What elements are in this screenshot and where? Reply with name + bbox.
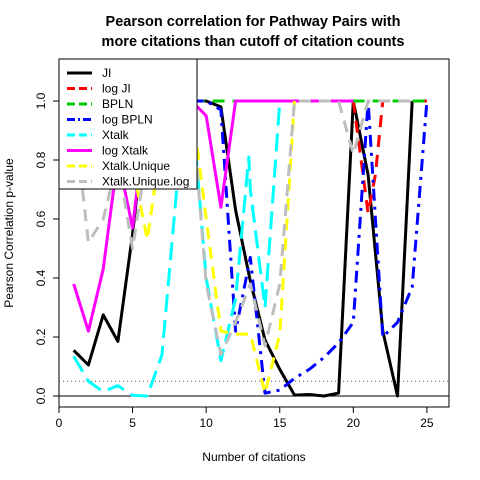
series-line-ji [72,99,414,398]
legend-label: JI [102,66,111,80]
y-axis: 0.0 0.2 0.4 0.6 0.8 1.0 [34,92,59,404]
y-tick-label: 0.6 [34,210,48,227]
y-tick-label: 1.0 [34,92,48,109]
legend-label: log BPLN [102,113,153,127]
x-tick-label: 0 [56,416,63,430]
x-tick-label: 25 [420,416,434,430]
x-tick-label: 15 [273,416,287,430]
series-line-log-bpln [191,99,429,395]
y-axis-label: Pearson Correlation p-value [2,158,16,308]
y-tick-label: 0.0 [34,387,48,404]
plot-frame [58,58,450,408]
legend-label: log Xtalk [102,144,149,158]
x-tick-label: 10 [199,416,213,430]
y-tick-label: 0.8 [34,151,48,168]
reference-lines [59,380,449,397]
chart-title-line-2: more citations than cutoff of citation c… [102,34,405,50]
legend-label: Xtalk.Unique.log [102,175,189,189]
legend-label: Xtalk.Unique [102,159,170,173]
y-tick-label: 0.4 [34,269,48,286]
series-line-xtalk-unique-log [72,99,413,357]
legend-label: log JI [102,82,131,96]
y-tick-label: 0.2 [34,328,48,345]
x-tick-label: 20 [347,416,361,430]
legend-label: Xtalk [102,128,130,142]
x-tick-label: 5 [129,416,136,430]
x-axis: 0 5 10 15 20 25 [56,407,434,430]
chart-title-line-1: Pearson correlation for Pathway Pairs wi… [106,14,401,30]
legend-box [58,58,198,190]
x-axis-label: Number of citations [202,450,305,464]
legend-label: BPLN [102,97,133,111]
